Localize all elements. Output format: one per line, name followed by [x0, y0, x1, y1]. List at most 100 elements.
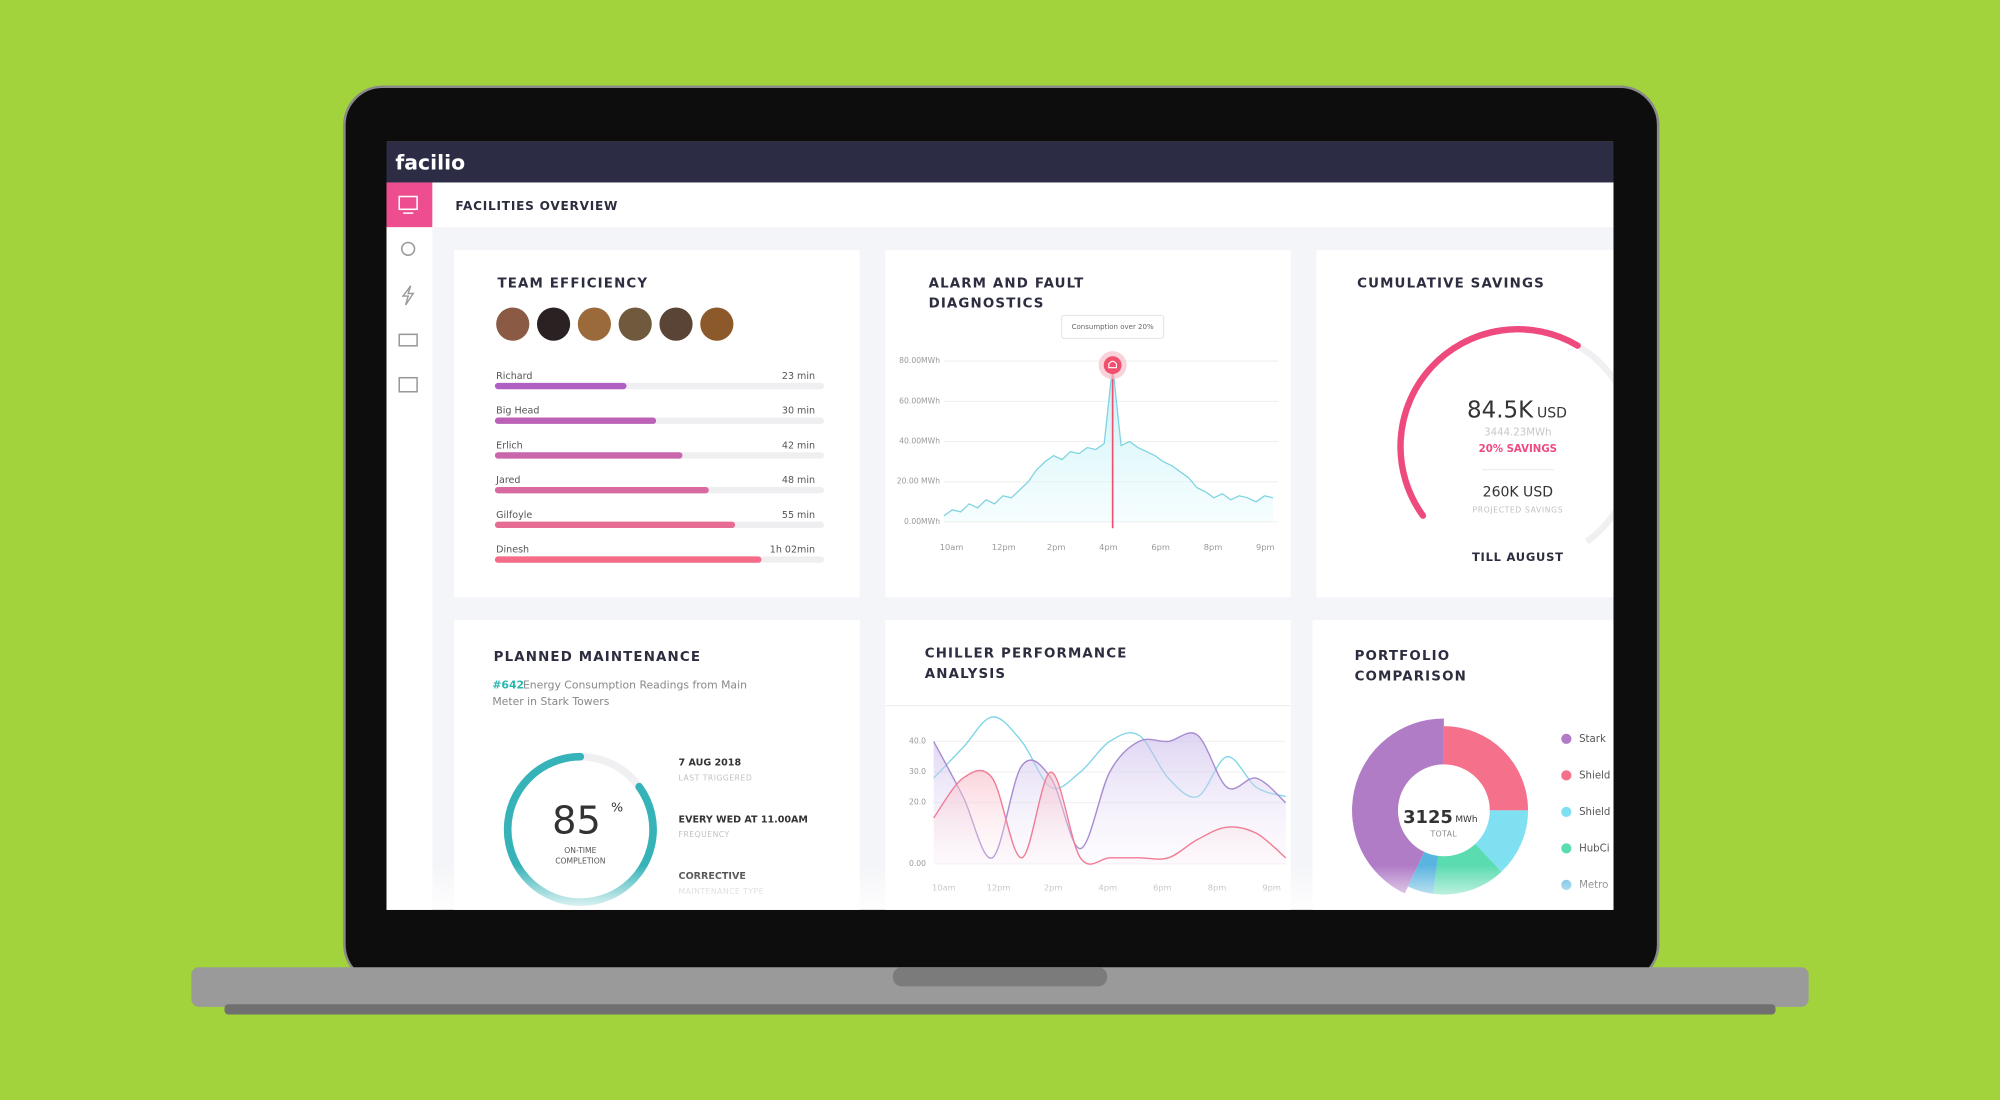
page-header — [432, 182, 1614, 228]
annotation-box — [1061, 314, 1165, 339]
member-time: 42 min — [782, 440, 815, 451]
page-title: FACILITIES OVERVIEW — [455, 199, 618, 213]
legend-label: Shield — [1579, 770, 1610, 781]
line — [933, 716, 1286, 798]
projected-label: PROJECTED SAVINGS — [1473, 505, 1564, 514]
card-title: TEAM EFFICIENCY — [497, 276, 648, 291]
icon-alarm[interactable] — [401, 241, 416, 256]
member-name: Gilfoyle — [496, 510, 532, 521]
area — [943, 365, 1273, 522]
top-bar — [386, 141, 1614, 183]
card-title: COMPARISON — [1355, 669, 1467, 684]
card-title: CHILLER PERFORMANCE — [925, 646, 1128, 661]
detail-value: 7 AUG 2018 — [679, 758, 742, 769]
amount: 84.5K — [1467, 397, 1534, 423]
member-name: Richard — [496, 371, 532, 382]
progress-bar — [494, 382, 627, 390]
pie-slice — [1352, 718, 1444, 894]
gauge-fill — [1397, 326, 1581, 519]
area — [933, 770, 1286, 865]
screen: facilio FACILITIES OVERVIEW TEAM EFFICIE… — [386, 141, 1614, 910]
period: TILL AUGUST — [1472, 550, 1564, 564]
member-time: 55 min — [782, 510, 815, 521]
x-tick-label: 2pm — [1047, 542, 1066, 552]
x-tick-label: 12pm — [992, 542, 1016, 552]
x-tick-label: 10am — [940, 542, 964, 552]
card-title: DIAGNOSTICS — [929, 297, 1045, 312]
description: Meter in Stark Towers — [492, 695, 609, 708]
detail-label: FREQUENCY — [679, 830, 730, 839]
avatar[interactable] — [659, 307, 693, 341]
card-title: PORTFOLIO — [1355, 649, 1451, 664]
y-tick-label: 0.00MWh — [904, 517, 940, 526]
laptop-base — [191, 967, 1809, 1007]
member-name: Jared — [495, 475, 520, 486]
member-time: 1h 02min — [770, 544, 815, 555]
pie-slice — [1443, 726, 1529, 811]
ticket-id: #642 — [492, 678, 524, 691]
pie-slice — [1475, 810, 1529, 872]
description: Energy Consumption Readings from Main — [523, 678, 747, 691]
sidebar-active[interactable] — [386, 182, 433, 228]
card — [454, 620, 860, 910]
y-tick-label: 0.00 — [909, 859, 926, 868]
unit: USD — [1537, 405, 1567, 421]
completion-unit: % — [611, 800, 623, 815]
card-title: PLANNED MAINTENANCE — [494, 650, 702, 665]
laptop-notch — [892, 967, 1108, 987]
total: 3125 — [1403, 807, 1453, 828]
icon-building[interactable] — [398, 333, 418, 347]
member-name: Erlich — [496, 440, 523, 451]
detail-value: EVERY WED AT 11.00AM — [679, 814, 808, 825]
progress-bar — [494, 452, 683, 459]
progress-bar — [494, 486, 709, 494]
icon-energy[interactable] — [401, 285, 415, 306]
progress-bar — [494, 521, 736, 529]
legend-dot — [1561, 806, 1572, 817]
card — [1316, 250, 1614, 598]
y-tick-label: 40.0 — [909, 736, 926, 745]
bottom-fade — [386, 865, 1614, 910]
member-time: 23 min — [782, 371, 815, 382]
detail-label: LAST TRIGGERED — [679, 773, 753, 782]
y-tick-label: 20.0 — [909, 798, 926, 807]
completion-value: 85 — [552, 799, 601, 844]
line — [943, 365, 1274, 517]
line — [933, 769, 1287, 865]
legend-dot — [1561, 733, 1572, 744]
progress-bar — [494, 556, 762, 563]
logo: facilio — [395, 150, 465, 174]
y-tick-label: 80.00MWh — [899, 356, 940, 365]
legend-dot — [1561, 770, 1572, 781]
legend-dot — [1561, 843, 1572, 854]
progress-bar — [494, 417, 657, 424]
sidebar — [386, 182, 433, 910]
avatar[interactable] — [496, 307, 530, 341]
avatar[interactable] — [618, 307, 652, 341]
x-tick-label: 6pm — [1151, 542, 1170, 552]
legend-label: HubCi — [1579, 843, 1610, 854]
completion-label: ON-TIME — [564, 846, 596, 855]
y-tick-label: 20.00 MWh — [897, 477, 940, 486]
completion-label: COMPLETION — [555, 856, 605, 865]
member-name: Dinesh — [496, 544, 529, 555]
x-tick-label: 8pm — [1204, 542, 1223, 552]
alert-marker — [1103, 356, 1122, 375]
avatar[interactable] — [536, 307, 571, 341]
avatar[interactable] — [577, 307, 611, 341]
x-tick-label: 9pm — [1256, 542, 1275, 552]
area — [933, 732, 1286, 864]
card-title: CUMULATIVE SAVINGS — [1357, 276, 1545, 291]
total-unit: MWh — [1455, 815, 1477, 825]
bell-icon — [1108, 360, 1118, 369]
avatar[interactable] — [700, 307, 734, 341]
legend-label: Stark — [1579, 734, 1606, 745]
savings: 20% SAVINGS — [1479, 444, 1557, 455]
icon-archive[interactable] — [398, 376, 418, 393]
card — [885, 250, 1291, 598]
legend-label: Shield — [1579, 807, 1610, 818]
member-name: Big Head — [496, 406, 539, 417]
card-title: ALARM AND FAULT — [929, 276, 1085, 291]
y-tick-label: 60.00MWh — [899, 396, 940, 405]
